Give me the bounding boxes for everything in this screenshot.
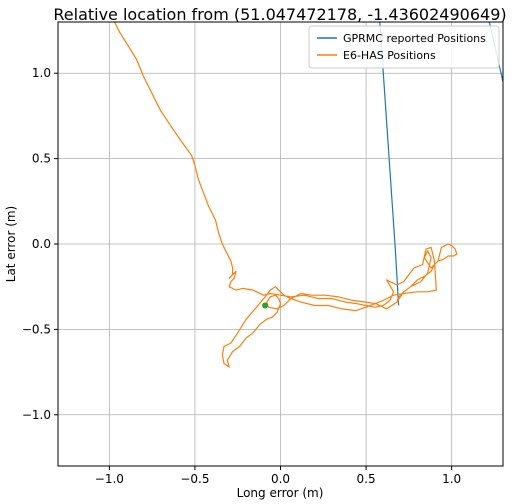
legend: GPRMC reported Positions E6-HAS Positions — [308, 25, 500, 69]
position-marker — [262, 302, 269, 309]
series-line-e6-has-positions — [113, 22, 458, 368]
x-axis-label: Long error (m) — [237, 486, 324, 500]
y-tick-label: 1.0 — [32, 66, 51, 80]
ticks: −1.0 −0.5 0.0 0.5 1.0 −1.0 −0.5 0.0 0.5 1.0 — [22, 66, 461, 486]
x-tick-label: −0.5 — [180, 472, 209, 486]
y-tick-label: −1.0 — [22, 408, 51, 422]
series-line-gprmc-reported-positions — [379, 22, 400, 306]
x-tick-label: 0.5 — [357, 472, 376, 486]
x-tick-label: −1.0 — [95, 472, 124, 486]
y-tick-label: 0.5 — [32, 152, 51, 166]
markers — [262, 302, 269, 309]
x-tick-label: 0.0 — [271, 472, 290, 486]
y-tick-label: 0.0 — [32, 237, 51, 251]
y-axis-label: Lat error (m) — [4, 206, 18, 282]
grid — [58, 22, 503, 466]
legend-box — [308, 25, 500, 69]
x-tick-label: 1.0 — [442, 472, 461, 486]
legend-label: E6-HAS Positions — [343, 49, 436, 62]
legend-label: GPRMC reported Positions — [343, 32, 486, 45]
y-tick-label: −0.5 — [22, 322, 51, 336]
plot-area — [113, 22, 503, 368]
chart-title: Relative location from (51.047472178, -1… — [53, 5, 506, 24]
